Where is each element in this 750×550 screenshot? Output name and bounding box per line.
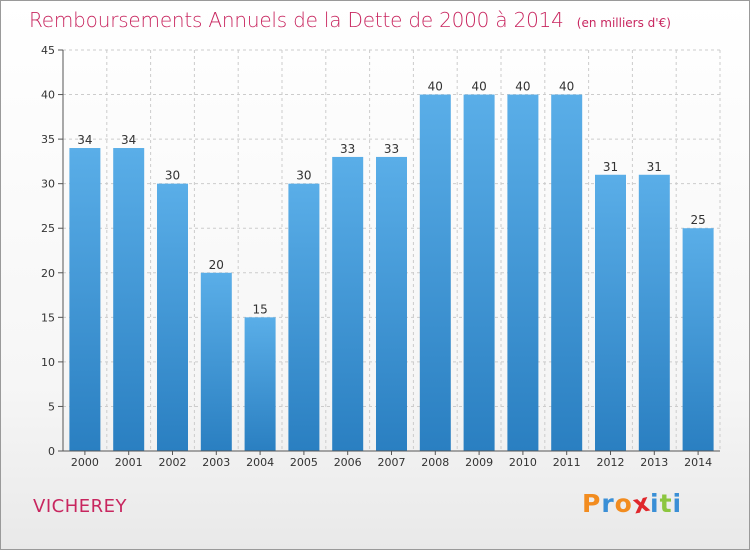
x-tick-label: 2004	[246, 456, 274, 469]
x-tick-label: 2006	[334, 456, 362, 469]
bar-2010	[507, 94, 539, 452]
bar-2004	[244, 317, 276, 451]
bar-2001	[113, 148, 145, 451]
x-tick-label: 2000	[71, 456, 99, 469]
logo-letter: i	[672, 489, 683, 518]
y-tick-label: 30	[41, 178, 55, 191]
x-tick-label: 2012	[597, 456, 625, 469]
bar-value-label: 25	[690, 213, 705, 227]
bar-2000	[69, 148, 101, 451]
logo-letter: r	[601, 489, 615, 518]
bar-2003	[200, 272, 232, 451]
y-tick-label: 10	[41, 356, 55, 369]
axes: 0 5 10 15 20 25 30 35 40 45 2000 2001 2002 2003 2004 20…	[41, 44, 720, 469]
x-tick-label: 2001	[115, 456, 143, 469]
x-tick-label: 2008	[421, 456, 449, 469]
x-tick-label: 2009	[465, 456, 493, 469]
y-tick-label: 45	[41, 44, 55, 57]
y-tick-label: 40	[41, 89, 55, 102]
x-tick-label: 2011	[553, 456, 581, 469]
y-tick-label: 35	[41, 133, 55, 146]
location-name: VICHEREY	[33, 496, 127, 517]
chart-title-text: Remboursements Annuels de la Dette de 20…	[29, 8, 564, 32]
bar-value-label: 33	[384, 142, 399, 156]
y-tick-label: 5	[48, 400, 55, 413]
bar-2006	[332, 156, 364, 451]
bar-2012	[595, 174, 626, 451]
bar-2014	[682, 228, 714, 451]
x-tick-label: 2014	[684, 456, 712, 469]
chart-title: Remboursements Annuels de la Dette de 20…	[29, 8, 671, 32]
bar-value-label: 15	[252, 302, 267, 316]
bar-value-label: 31	[603, 160, 618, 174]
bars: 34 34 30 20 15 30 33 33 40 40 40 40 31 31 25	[69, 80, 714, 452]
bar-value-label: 40	[559, 80, 574, 94]
x-tick-label: 2007	[378, 456, 406, 469]
bar-value-label: 33	[340, 142, 355, 156]
x-tick-label: 2013	[640, 456, 668, 469]
bar-2009	[463, 94, 495, 452]
bar-value-label: 40	[471, 80, 486, 94]
proxiti-logo: Proxiti	[582, 488, 683, 520]
y-tick-label: 20	[41, 267, 55, 280]
chart-unit: (en milliers d'€)	[576, 16, 671, 30]
x-tick-label: 2010	[509, 456, 537, 469]
bar-value-label: 31	[647, 160, 662, 174]
bar-2013	[638, 174, 670, 451]
logo-letter: i	[650, 489, 660, 518]
bar-2002	[157, 183, 188, 451]
bar-2005	[288, 183, 320, 451]
bar-value-label: 40	[428, 80, 443, 94]
bar-value-label: 40	[515, 80, 530, 94]
bar-value-label: 34	[77, 133, 92, 147]
bar-value-label: 20	[209, 258, 224, 272]
bar-value-label: 30	[165, 169, 180, 183]
y-tick-label: 25	[41, 222, 55, 235]
logo-letter: o	[614, 489, 633, 518]
bar-value-label: 30	[296, 169, 311, 183]
bar-value-label: 34	[121, 133, 136, 147]
x-tick-label: 2005	[290, 456, 318, 469]
x-tick-label: 2003	[202, 456, 230, 469]
logo-letter: t	[659, 489, 673, 518]
x-tick-label: 2002	[159, 456, 187, 469]
bar-2011	[551, 94, 583, 452]
logo-letter: P	[582, 489, 602, 518]
bar-2007	[376, 156, 407, 451]
y-tick-label: 15	[41, 311, 55, 324]
y-tick-label: 0	[48, 445, 55, 458]
bar-2008	[419, 94, 451, 452]
